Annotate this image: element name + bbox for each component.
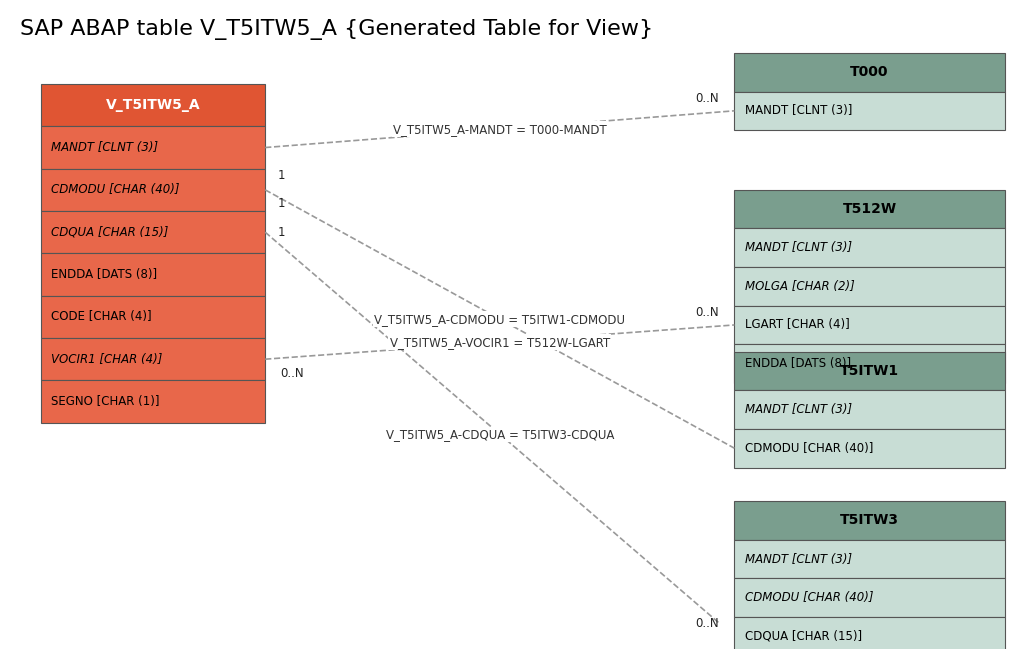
Polygon shape xyxy=(734,578,1004,617)
Polygon shape xyxy=(41,338,265,380)
Polygon shape xyxy=(734,390,1004,429)
Text: ENDDA [DATS (8)]: ENDDA [DATS (8)] xyxy=(744,357,850,370)
Text: MANDT [CLNT (3)]: MANDT [CLNT (3)] xyxy=(744,403,851,416)
Text: CDQUA [CHAR (15)]: CDQUA [CHAR (15)] xyxy=(744,630,861,643)
Polygon shape xyxy=(734,92,1004,130)
Text: MANDT [CLNT (3)]: MANDT [CLNT (3)] xyxy=(744,241,851,254)
Text: 0..N: 0..N xyxy=(695,306,718,319)
Text: CDQUA [CHAR (15)]: CDQUA [CHAR (15)] xyxy=(51,226,168,239)
Text: 1: 1 xyxy=(277,197,284,210)
Text: CDMODU [CHAR (40)]: CDMODU [CHAR (40)] xyxy=(51,184,179,197)
Text: MANDT [CLNT (3)]: MANDT [CLNT (3)] xyxy=(744,552,851,565)
Text: SEGNO [CHAR (1)]: SEGNO [CHAR (1)] xyxy=(51,395,159,408)
Polygon shape xyxy=(41,380,265,422)
Text: CODE [CHAR (4)]: CODE [CHAR (4)] xyxy=(51,310,152,323)
Text: CDMODU [CHAR (40)]: CDMODU [CHAR (40)] xyxy=(744,442,872,455)
Polygon shape xyxy=(41,127,265,169)
Polygon shape xyxy=(734,501,1004,540)
Polygon shape xyxy=(41,211,265,253)
Text: V_T5ITW5_A-CDQUA = T5ITW3-CDQUA: V_T5ITW5_A-CDQUA = T5ITW3-CDQUA xyxy=(385,428,613,441)
Text: 0..N: 0..N xyxy=(695,617,718,630)
Polygon shape xyxy=(734,617,1004,649)
Text: MANDT [CLNT (3)]: MANDT [CLNT (3)] xyxy=(744,104,851,117)
Polygon shape xyxy=(41,253,265,296)
Text: LGART [CHAR (4)]: LGART [CHAR (4)] xyxy=(744,319,849,332)
Polygon shape xyxy=(734,228,1004,267)
Polygon shape xyxy=(41,84,265,127)
Text: VOCIR1 [CHAR (4)]: VOCIR1 [CHAR (4)] xyxy=(51,352,162,365)
Polygon shape xyxy=(41,296,265,338)
Text: ENDDA [DATS (8)]: ENDDA [DATS (8)] xyxy=(51,268,157,281)
Text: 0..N: 0..N xyxy=(695,92,718,104)
Text: T5ITW1: T5ITW1 xyxy=(840,364,898,378)
Polygon shape xyxy=(734,344,1004,383)
Polygon shape xyxy=(734,429,1004,467)
Text: 1: 1 xyxy=(277,226,284,239)
Text: V_T5ITW5_A: V_T5ITW5_A xyxy=(106,98,200,112)
Text: T000: T000 xyxy=(850,65,888,79)
Text: T512W: T512W xyxy=(842,202,896,216)
Text: MOLGA [CHAR (2)]: MOLGA [CHAR (2)] xyxy=(744,280,854,293)
Text: 0..N: 0..N xyxy=(280,367,304,380)
Text: SAP ABAP table V_T5ITW5_A {Generated Table for View}: SAP ABAP table V_T5ITW5_A {Generated Tab… xyxy=(20,19,653,40)
Polygon shape xyxy=(734,53,1004,92)
Text: 1: 1 xyxy=(277,169,284,182)
Text: MANDT [CLNT (3)]: MANDT [CLNT (3)] xyxy=(51,141,158,154)
Text: V_T5ITW5_A-CDMODU = T5ITW1-CDMODU: V_T5ITW5_A-CDMODU = T5ITW1-CDMODU xyxy=(374,313,625,326)
Polygon shape xyxy=(734,540,1004,578)
Polygon shape xyxy=(734,267,1004,306)
Text: T5ITW3: T5ITW3 xyxy=(840,513,898,528)
Polygon shape xyxy=(41,169,265,211)
Text: V_T5ITW5_A-VOCIR1 = T512W-LGART: V_T5ITW5_A-VOCIR1 = T512W-LGART xyxy=(389,336,609,349)
Polygon shape xyxy=(734,190,1004,228)
Text: CDMODU [CHAR (40)]: CDMODU [CHAR (40)] xyxy=(744,591,872,604)
Text: V_T5ITW5_A-MANDT = T000-MANDT: V_T5ITW5_A-MANDT = T000-MANDT xyxy=(392,123,606,136)
Polygon shape xyxy=(734,352,1004,390)
Polygon shape xyxy=(734,306,1004,344)
